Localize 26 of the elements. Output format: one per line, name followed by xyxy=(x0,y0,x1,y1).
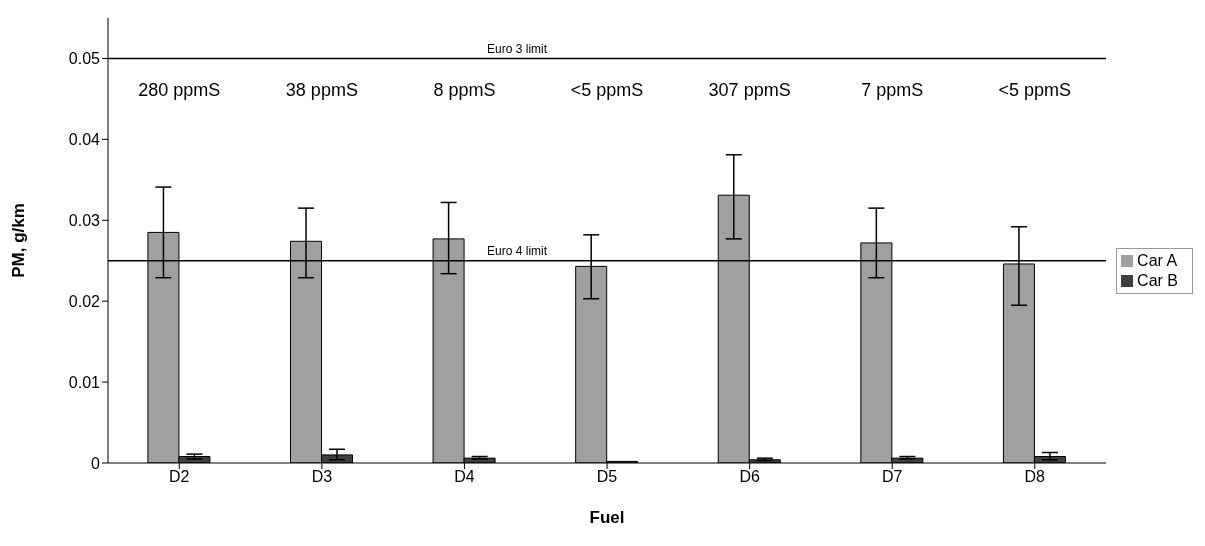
annotation: <5 ppmS xyxy=(998,79,1072,100)
x-tick-label: D4 xyxy=(454,468,475,486)
x-tick-label: D6 xyxy=(739,468,760,486)
x-tick-label: D8 xyxy=(1024,468,1046,486)
x-tick-label: D2 xyxy=(169,468,190,486)
y-tick-label: 0 xyxy=(91,454,101,472)
annotation: <5 ppmS xyxy=(570,79,644,100)
annotation: 8 ppmS xyxy=(433,79,496,100)
ref-line-label: Euro 4 limit xyxy=(487,244,548,259)
annotation: 280 ppmS xyxy=(138,79,221,100)
y-axis-title: PM, g/km xyxy=(9,203,29,278)
x-axis-title: Fuel xyxy=(589,508,625,528)
y-tick-label: 0.04 xyxy=(68,131,101,149)
legend-label: Car A xyxy=(1137,251,1178,269)
legend-label: Car B xyxy=(1137,271,1178,289)
x-tick-label: D3 xyxy=(311,468,333,486)
annotation: 7 ppmS xyxy=(861,79,924,100)
annotation: 38 ppmS xyxy=(285,79,358,100)
y-tick-label: 0.03 xyxy=(68,211,101,229)
y-tick-label: 0.02 xyxy=(68,292,101,310)
annotation: 307 ppmS xyxy=(708,79,791,100)
y-tick-label: 0.01 xyxy=(68,373,101,391)
x-tick-label: D5 xyxy=(596,468,618,486)
ref-line-label: Euro 3 limit xyxy=(487,41,548,56)
x-tick-label: D7 xyxy=(881,468,903,486)
y-tick-label: 0.05 xyxy=(68,50,101,68)
